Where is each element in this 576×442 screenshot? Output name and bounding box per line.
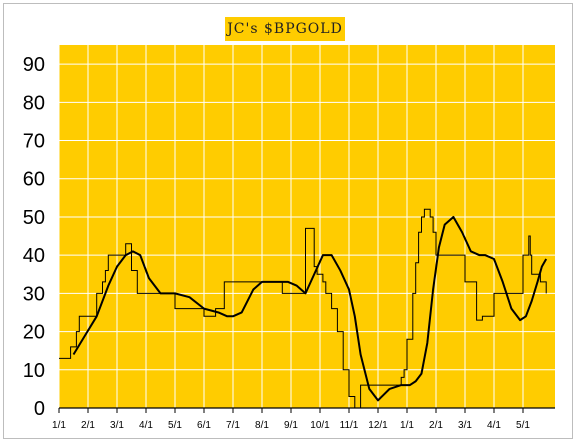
chart-title: JC's $BPGOLD bbox=[225, 17, 345, 41]
x-tick-label: 4/1 bbox=[487, 420, 501, 431]
x-tick-label: 3/1 bbox=[110, 420, 124, 431]
x-tick-label: 2/1 bbox=[81, 420, 95, 431]
y-tick-label: 20 bbox=[23, 322, 45, 344]
x-tick-label: 5/1 bbox=[516, 420, 530, 431]
x-tick-label: 2/1 bbox=[429, 420, 443, 431]
y-tick-label: 60 bbox=[23, 169, 45, 191]
x-tick-label: 7/1 bbox=[226, 420, 240, 431]
y-axis-ticks: 0 10 20 30 40 50 60 70 80 90 bbox=[23, 54, 45, 420]
y-tick-label: 70 bbox=[23, 131, 45, 153]
x-tick-label: 3/1 bbox=[458, 420, 472, 431]
y-tick-label: 10 bbox=[23, 360, 45, 382]
y-tick-label: 50 bbox=[23, 207, 45, 229]
series-smooth-line bbox=[72, 215, 548, 402]
series-step-line bbox=[59, 208, 547, 409]
x-tick-label: 12/1 bbox=[368, 420, 388, 431]
x-tick-label: 1/1 bbox=[52, 420, 66, 431]
horizontal-gridlines bbox=[59, 63, 555, 371]
y-tick-label: 80 bbox=[23, 92, 45, 114]
y-tick-label: 40 bbox=[23, 245, 45, 267]
x-tick-label: 6/1 bbox=[197, 420, 211, 431]
vertical-gridlines bbox=[58, 45, 524, 408]
x-tick-label: 8/1 bbox=[255, 420, 269, 431]
plot-area bbox=[59, 45, 555, 408]
x-tick-label: 9/1 bbox=[284, 420, 298, 431]
y-tick-label: 90 bbox=[23, 54, 45, 76]
series-group bbox=[59, 208, 548, 409]
x-tick-label: 11/1 bbox=[340, 420, 359, 431]
x-tick-label: 10/1 bbox=[310, 420, 330, 431]
x-tick-label: 1/1 bbox=[400, 420, 414, 431]
y-tick-label: 30 bbox=[23, 283, 45, 305]
x-axis-ticks: 1/1 2/1 3/1 4/1 5/1 6/1 7/1 8/1 9/1 10/1 11/1 12/1 1… bbox=[52, 408, 530, 431]
x-tick-label: 4/1 bbox=[139, 420, 153, 431]
x-tick-label: 5/1 bbox=[168, 420, 182, 431]
y-tick-label: 0 bbox=[34, 398, 45, 420]
